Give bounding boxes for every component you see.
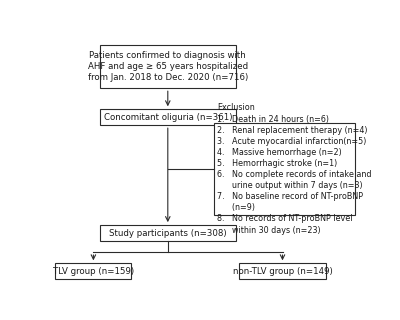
Text: Concomitant oliguria (n=361): Concomitant oliguria (n=361) [104,113,232,122]
Text: Exclusion
1.   Death in 24 hours (n=6)
2.   Renal replacement therapy (n=4)
3.  : Exclusion 1. Death in 24 hours (n=6) 2. … [217,103,372,235]
FancyBboxPatch shape [56,263,131,279]
FancyBboxPatch shape [214,124,354,215]
Text: Study participants (n=308): Study participants (n=308) [109,228,227,237]
Text: Patients confirmed to diagnosis with
AHF and age ≥ 65 years hospitalized
from Ja: Patients confirmed to diagnosis with AHF… [88,51,248,82]
FancyBboxPatch shape [100,225,236,241]
Text: TLV group (n=159): TLV group (n=159) [53,267,134,276]
FancyBboxPatch shape [239,263,326,279]
Text: non-TLV group (n=149): non-TLV group (n=149) [233,267,332,276]
FancyBboxPatch shape [100,45,236,88]
FancyBboxPatch shape [100,109,236,125]
